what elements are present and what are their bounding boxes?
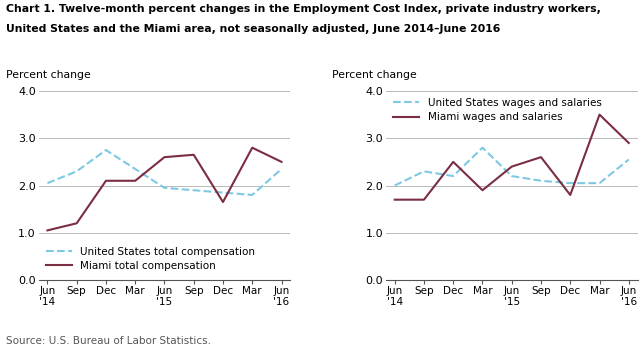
United States total compensation [73, 169, 80, 174]
Miami wages and salaries [478, 188, 486, 193]
Miami wages and salaries [625, 141, 632, 145]
Miami wages and salaries [391, 197, 399, 202]
United States wages and salaries [566, 181, 574, 185]
Miami wages and salaries [508, 164, 516, 169]
Miami total compensation [73, 221, 80, 225]
United States total compensation [131, 167, 139, 171]
Line: United States wages and salaries: United States wages and salaries [395, 148, 629, 186]
Text: United States and the Miami area, not seasonally adjusted, June 2014–June 2016: United States and the Miami area, not se… [6, 25, 501, 35]
Text: Percent change: Percent change [6, 70, 91, 80]
United States wages and salaries [478, 146, 486, 150]
Miami total compensation [219, 200, 227, 204]
Miami total compensation [131, 178, 139, 183]
Text: Percent change: Percent change [332, 70, 417, 80]
Text: Source: U.S. Bureau of Labor Statistics.: Source: U.S. Bureau of Labor Statistics. [6, 336, 211, 346]
Miami wages and salaries [566, 193, 574, 197]
Legend: United States total compensation, Miami total compensation: United States total compensation, Miami … [44, 245, 258, 273]
Miami total compensation [190, 153, 198, 157]
Miami wages and salaries [420, 197, 428, 202]
United States total compensation [160, 186, 168, 190]
Line: United States total compensation: United States total compensation [48, 150, 281, 195]
Line: Miami total compensation: Miami total compensation [48, 148, 281, 230]
United States wages and salaries [508, 174, 516, 178]
Text: Chart 1. Twelve-month percent changes in the Employment Cost Index, private indu: Chart 1. Twelve-month percent changes in… [6, 4, 601, 14]
Miami wages and salaries [596, 113, 603, 117]
Miami wages and salaries [537, 155, 545, 159]
Miami total compensation [249, 146, 256, 150]
Miami total compensation [102, 178, 110, 183]
Line: Miami wages and salaries: Miami wages and salaries [395, 115, 629, 200]
United States total compensation [102, 148, 110, 152]
Miami total compensation [160, 155, 168, 159]
Miami total compensation [44, 228, 52, 232]
United States total compensation [278, 167, 285, 171]
United States total compensation [249, 193, 256, 197]
Miami wages and salaries [450, 160, 457, 164]
United States total compensation [219, 190, 227, 195]
United States wages and salaries [625, 158, 632, 162]
United States wages and salaries [391, 183, 399, 188]
United States wages and salaries [596, 181, 603, 185]
Miami total compensation [278, 160, 285, 164]
United States wages and salaries [450, 174, 457, 178]
United States wages and salaries [420, 169, 428, 174]
United States total compensation [44, 181, 52, 185]
Legend: United States wages and salaries, Miami wages and salaries: United States wages and salaries, Miami … [391, 96, 603, 125]
United States wages and salaries [537, 178, 545, 183]
United States total compensation [190, 188, 198, 193]
